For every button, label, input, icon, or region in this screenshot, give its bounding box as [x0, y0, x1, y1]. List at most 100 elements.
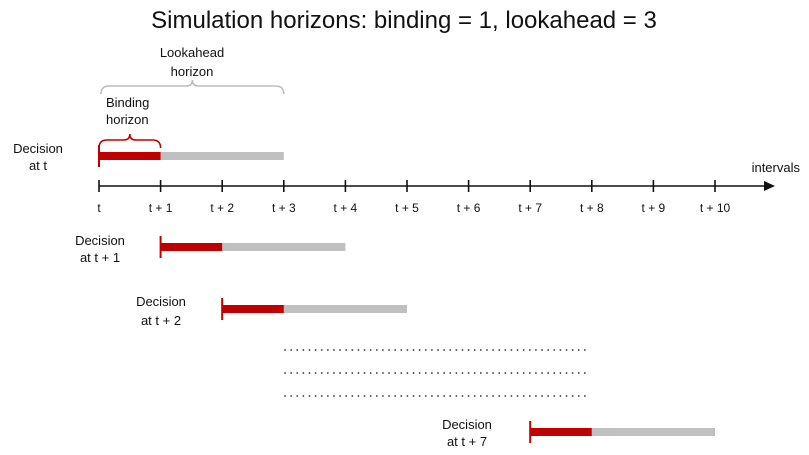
continuation-dot — [394, 372, 397, 374]
binding-bar — [99, 152, 161, 160]
axis-tick-label: t — [97, 201, 101, 215]
continuation-dot — [486, 372, 488, 374]
continuation-dot — [535, 349, 537, 351]
axis-tick-label: t + 1 — [149, 201, 173, 215]
continuation-dot — [363, 349, 366, 351]
continuation-dot — [437, 395, 439, 397]
continuation-dot — [492, 395, 494, 397]
axis-tick-label: t + 7 — [518, 201, 542, 215]
axis-label: intervals — [752, 160, 801, 175]
continuation-dot — [357, 395, 360, 397]
continuation-dot — [443, 349, 446, 351]
continuation-dot — [565, 372, 568, 374]
continuation-dot — [430, 395, 433, 397]
continuation-dot — [522, 395, 525, 397]
continuation-dot — [541, 372, 543, 374]
decision-label-line2: at t + 1 — [80, 250, 120, 265]
continuation-dot — [424, 395, 427, 397]
continuation-dot — [473, 349, 476, 351]
continuation-dot — [333, 372, 335, 374]
continuation-dot — [320, 349, 323, 351]
continuation-dot — [516, 349, 519, 351]
continuation-dot — [302, 372, 305, 374]
continuation-dot — [559, 395, 562, 397]
continuation-dot — [302, 349, 305, 351]
continuation-dot — [320, 395, 323, 397]
decision-row: Decision at t + 2 — [136, 294, 407, 328]
dots-row — [284, 372, 586, 374]
continuation-dot — [516, 372, 519, 374]
continuation-dot — [504, 349, 507, 351]
continuation-dot — [345, 349, 348, 351]
continuation-dot — [369, 395, 372, 397]
continuation-dot — [547, 349, 550, 351]
continuation-dot — [406, 349, 409, 351]
continuation-dot — [553, 349, 556, 351]
continuation-dot — [369, 349, 372, 351]
continuation-dot — [388, 372, 390, 374]
lookahead-bar — [283, 305, 407, 313]
decision-row: Decision at t + 1 — [75, 233, 346, 265]
continuation-dot — [577, 395, 580, 397]
continuation-dot — [400, 349, 403, 351]
continuation-dot — [314, 349, 317, 351]
continuation-dot — [437, 349, 439, 351]
continuation-dot — [467, 372, 470, 374]
continuation-dot — [388, 349, 390, 351]
continuation-dot — [583, 349, 586, 351]
continuation-dot — [547, 395, 550, 397]
continuation-dot — [571, 372, 574, 374]
continuation-dot — [363, 395, 366, 397]
continuation-dot — [528, 372, 531, 374]
binding-label-line2: horizon — [106, 112, 149, 127]
continuation-dot — [577, 372, 580, 374]
binding-bar — [222, 305, 284, 313]
continuation-dot — [504, 372, 507, 374]
continuation-dot — [461, 349, 464, 351]
continuation-dot — [449, 349, 452, 351]
continuation-dot — [510, 349, 513, 351]
axis-tick-label: t + 3 — [272, 201, 296, 215]
continuation-dot — [565, 395, 568, 397]
continuation-dot — [357, 372, 360, 374]
continuation-dot — [357, 349, 360, 351]
continuation-dot — [473, 395, 476, 397]
continuation-dot — [290, 349, 293, 351]
continuation-dot — [522, 372, 525, 374]
continuation-dot — [296, 349, 299, 351]
decision-label-line2: at t + 2 — [141, 313, 181, 328]
continuation-dot — [406, 395, 409, 397]
lookahead-label-line1: Lookahead — [160, 45, 224, 60]
axis-tick-label: t + 10 — [700, 201, 731, 215]
continuation-dot — [498, 372, 501, 374]
continuation-dot — [583, 372, 586, 374]
continuation-dot — [418, 395, 421, 397]
continuation-dot — [308, 349, 311, 351]
continuation-dot — [553, 372, 556, 374]
continuation-dot — [577, 349, 580, 351]
continuation-dot — [290, 395, 293, 397]
continuation-dot — [326, 372, 329, 374]
dots-row — [284, 395, 586, 397]
continuation-dot — [418, 372, 421, 374]
continuation-dot — [559, 372, 562, 374]
continuation-dot — [510, 395, 513, 397]
continuation-dots — [284, 349, 586, 397]
continuation-dot — [394, 349, 397, 351]
axis-arrow-icon — [764, 181, 775, 191]
continuation-dot — [467, 349, 470, 351]
continuation-dot — [528, 395, 531, 397]
continuation-dot — [541, 349, 543, 351]
continuation-dot — [473, 372, 476, 374]
continuation-dot — [412, 349, 415, 351]
continuation-dot — [314, 395, 317, 397]
continuation-dot — [351, 372, 354, 374]
continuation-dot — [504, 395, 507, 397]
continuation-dot — [290, 372, 293, 374]
continuation-dot — [571, 395, 574, 397]
axis-tick-label: t + 6 — [457, 201, 481, 215]
binding-bar — [530, 428, 592, 436]
binding-bar — [160, 243, 223, 251]
decision-label-line2: at t — [29, 158, 47, 173]
continuation-dot — [382, 372, 384, 374]
